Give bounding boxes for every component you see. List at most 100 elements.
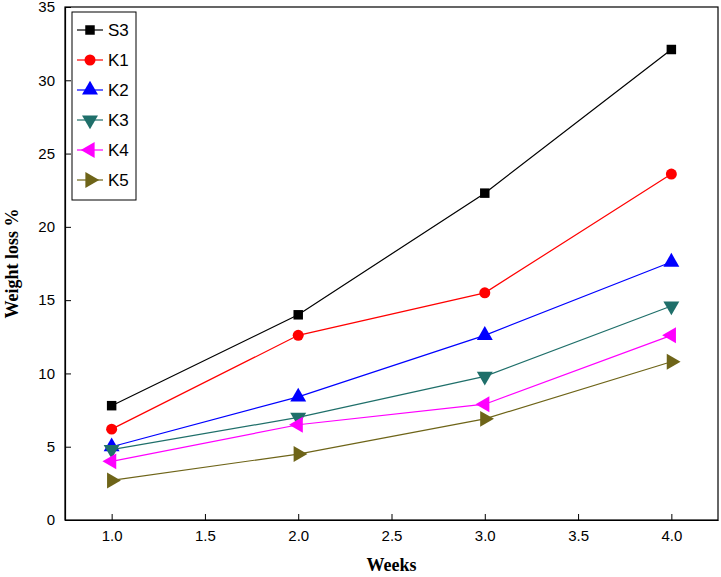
tick: 1.5 [195, 514, 216, 544]
series-line [112, 306, 672, 450]
tick-label: 10 [38, 365, 55, 382]
series-marker [663, 253, 679, 267]
tick-label: 2.5 [382, 527, 403, 544]
series-marker [107, 401, 116, 410]
legend-label: K3 [108, 111, 129, 130]
series-marker [666, 169, 677, 180]
tick-label: 15 [38, 291, 55, 308]
tick: 20 [38, 218, 71, 235]
legend-label: S3 [108, 21, 129, 40]
series-marker [289, 417, 303, 433]
tick-mark [112, 514, 113, 520]
tick-mark [671, 514, 672, 520]
tick: 30 [38, 72, 71, 89]
legend-marker [82, 81, 98, 95]
legend-label: K1 [108, 51, 129, 70]
tick: 3.0 [475, 514, 496, 544]
tick: 10 [38, 365, 71, 382]
series-line [112, 174, 672, 429]
x-axis: 1.0 1.5 2.0 2.5 3.0 3.5 4.0 [66, 514, 719, 544]
series-marker [477, 326, 493, 340]
tick: 2.0 [288, 514, 309, 544]
legend-label: K5 [108, 171, 129, 190]
series-marker [477, 372, 493, 386]
tick: 25 [38, 145, 71, 162]
tick-mark [65, 227, 71, 228]
legend-item: K3 [77, 111, 129, 130]
series-marker [106, 424, 117, 435]
tick-label: 30 [38, 72, 55, 89]
axis-line [66, 520, 719, 521]
tick-mark [65, 447, 71, 448]
tick: 1.0 [102, 514, 123, 544]
tick-mark [578, 514, 579, 520]
tick: 4.0 [661, 514, 682, 544]
tick-mark [298, 514, 299, 520]
tick: 15 [38, 291, 71, 308]
tick-label: 1.5 [195, 527, 216, 544]
series-line [112, 335, 672, 461]
legend-marker [81, 142, 95, 158]
tick-label: 3.0 [475, 527, 496, 544]
series-marker [663, 301, 679, 315]
tick: 5 [47, 438, 71, 455]
axis-line [65, 8, 66, 521]
legend-item: K1 [77, 51, 129, 70]
plot-frame [65, 7, 718, 520]
data [102, 45, 680, 489]
legend-item: K2 [77, 81, 129, 100]
series-marker [293, 330, 304, 341]
plot: 1.0 1.5 2.0 2.5 3.0 3.5 4.0 0 5 10 15 20 25 30 35 S3 K1 K… [38, 0, 718, 544]
tick-label: 4.0 [661, 527, 682, 544]
tick-label: 2.0 [288, 527, 309, 544]
tick-label: 20 [38, 218, 55, 235]
tick-label: 3.5 [568, 527, 589, 544]
series-marker [667, 45, 676, 54]
tick-mark [65, 373, 71, 374]
series-marker [480, 188, 489, 197]
tick-label: 25 [38, 145, 55, 162]
tick-label: 0 [47, 511, 55, 528]
series-marker [293, 310, 302, 319]
tick: 35 [38, 0, 71, 15]
legend-marker [85, 25, 94, 34]
series-marker [107, 472, 121, 488]
tick: 0 [47, 511, 71, 528]
tick-mark [65, 154, 71, 155]
y-axis: 0 5 10 15 20 25 30 35 [38, 0, 71, 528]
y-axis-title: Weight loss % [2, 208, 22, 318]
series-marker [102, 453, 116, 469]
tick-mark [392, 514, 393, 520]
tick: 3.5 [568, 514, 589, 544]
tick-label: 1.0 [102, 527, 123, 544]
legend-item: K5 [77, 171, 129, 190]
legend: S3 K1 K2 K3 K4 K5 [72, 12, 136, 200]
legend-item: S3 [77, 21, 129, 40]
x-axis-title: Weeks [366, 555, 416, 575]
legend-marker [85, 55, 96, 66]
series-line [112, 262, 672, 447]
tick-mark [485, 514, 486, 520]
tick-label: 35 [38, 0, 55, 15]
series-marker [290, 388, 306, 402]
tick: 2.5 [382, 514, 403, 544]
tick-mark [65, 7, 71, 8]
tick-mark [65, 520, 71, 521]
legend-label: K2 [108, 81, 129, 100]
tick-mark [65, 80, 71, 81]
legend-box [72, 12, 136, 200]
tick-mark [65, 300, 71, 301]
legend-item: K4 [77, 141, 129, 160]
legend-marker [82, 115, 98, 129]
series-marker [479, 287, 490, 298]
tick-mark [205, 514, 206, 520]
series-marker [294, 446, 308, 462]
chart: 1.0 1.5 2.0 2.5 3.0 3.5 4.0 0 5 10 15 20 25 30 35 S3 K1 K… [0, 0, 721, 577]
series-marker [476, 396, 490, 412]
series-marker [667, 354, 681, 370]
series-marker [480, 411, 494, 427]
tick-label: 5 [47, 438, 55, 455]
legend-label: K4 [108, 141, 129, 160]
series-line [112, 362, 672, 481]
legend-marker [85, 172, 99, 188]
